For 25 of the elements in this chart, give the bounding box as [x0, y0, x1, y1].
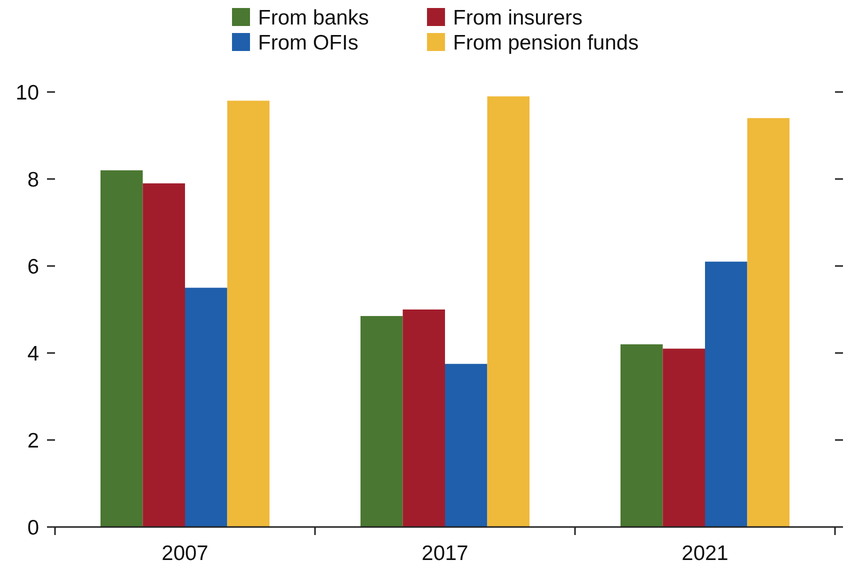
bar	[185, 288, 228, 527]
legend-label: From pension funds	[453, 31, 639, 54]
legend-label: From OFIs	[258, 31, 358, 54]
legend-label: From insurers	[453, 6, 583, 30]
x-tick-label: 2017	[422, 542, 468, 565]
bar	[705, 262, 748, 527]
legend-label: From banks	[258, 6, 369, 30]
bar	[227, 100, 270, 527]
bar	[445, 364, 488, 527]
bar	[487, 96, 530, 527]
y-tick-label: 8	[27, 168, 39, 192]
bar	[360, 316, 403, 527]
y-tick-label: 0	[27, 516, 39, 540]
y-tick-label: 6	[27, 255, 39, 278]
x-tick-label: 2007	[162, 542, 208, 565]
bar	[747, 118, 790, 527]
y-tick-label: 10	[16, 81, 39, 104]
bar	[142, 183, 185, 527]
bar	[662, 348, 705, 527]
bar	[402, 310, 445, 527]
y-tick-label: 2	[27, 429, 39, 452]
x-tick-label: 2021	[682, 542, 728, 565]
bar	[100, 170, 143, 527]
bar	[620, 344, 663, 527]
y-tick-label: 4	[27, 342, 40, 366]
